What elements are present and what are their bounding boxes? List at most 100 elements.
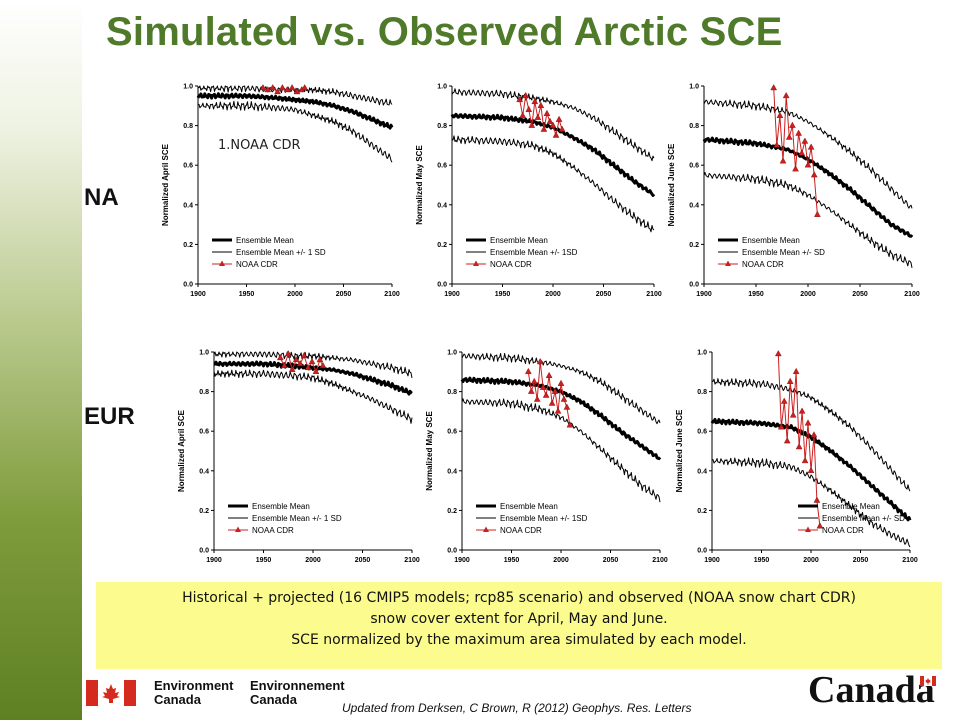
legend-label: Ensemble Mean (742, 236, 800, 245)
y-tick-label: 0.2 (199, 508, 209, 515)
observed-point (539, 383, 547, 390)
observed-point (555, 115, 563, 122)
y-tick-label: 0.0 (199, 548, 209, 555)
x-tick-label: 2100 (646, 291, 662, 298)
x-tick-label: 2050 (853, 557, 869, 564)
x-tick-label: 2100 (384, 291, 400, 298)
x-tick-label: 2100 (904, 291, 920, 298)
observed-point (563, 403, 571, 410)
observed-point (786, 377, 794, 384)
y-tick-label: 1.0 (183, 84, 193, 91)
observed-point (792, 165, 799, 172)
x-tick-label: 2100 (404, 557, 420, 564)
series-line-upper (451, 88, 655, 162)
y-tick-label: 0.2 (437, 242, 447, 249)
x-tick-label: 1950 (504, 557, 520, 564)
agency-name-fr: Environnement Canada (250, 679, 345, 707)
y-tick-label: 0.2 (447, 508, 457, 515)
x-tick-label: 2050 (603, 557, 619, 564)
y-tick-label: 0.4 (183, 202, 193, 209)
series-line-observed (777, 353, 821, 527)
x-tick-label: 2050 (336, 291, 352, 298)
agency-name-en: Environment Canada (154, 679, 233, 707)
y-tick-label: 0.0 (697, 548, 707, 555)
legend-label: Ensemble Mean (236, 236, 294, 245)
y-tick-label: 0.8 (199, 389, 209, 396)
observed-point (807, 143, 815, 150)
observed-point (557, 379, 565, 386)
legend-label: Ensemble Mean (500, 502, 558, 511)
x-tick-label: 2100 (902, 557, 918, 564)
y-axis-label: Normalized May SCE (425, 411, 434, 491)
caption-line-3: SCE normalized by the maximum area simul… (291, 632, 747, 648)
observed-point (542, 391, 550, 398)
y-tick-label: 1.0 (689, 84, 699, 91)
observed-point (776, 111, 784, 118)
chart-eur-april: 0.0 0.2 0.4 0.6 0.8 1.0 1900 1950 2000 2050 2100 No… (170, 344, 420, 574)
legend-label: Ensemble Mean +/- SD (822, 514, 905, 523)
observed-point (284, 350, 292, 357)
y-tick-label: 0.4 (447, 468, 457, 475)
observed-point (543, 109, 551, 116)
observed-point (779, 157, 787, 164)
observed-point (782, 91, 790, 99)
y-tick-label: 0.0 (689, 282, 699, 289)
y-tick-label: 1.0 (199, 350, 209, 357)
y-tick-label: 0.0 (447, 548, 457, 555)
legend-label: Ensemble Mean (252, 502, 310, 511)
legend-marker (235, 526, 241, 532)
observed-point (531, 97, 539, 105)
legend-marker (483, 526, 489, 532)
x-tick-label: 1950 (256, 557, 272, 564)
observed-point (774, 350, 782, 357)
y-tick-label: 1.0 (447, 350, 457, 357)
observed-point (316, 356, 324, 363)
observed-point (304, 363, 312, 371)
observed-point (288, 84, 296, 91)
observed-point (288, 365, 296, 373)
x-tick-label: 1900 (696, 291, 712, 298)
y-tick-label: 0.6 (689, 163, 699, 170)
agency-fr-line-1: Environnement (250, 678, 345, 693)
observed-point (516, 95, 524, 103)
slide-title: Simulated vs. Observed Arctic SCE (106, 10, 783, 54)
observed-point (534, 113, 542, 120)
x-tick-label: 2000 (803, 557, 819, 564)
observed-point (269, 84, 277, 91)
x-tick-label: 2050 (355, 557, 371, 564)
region-label-eur: EUR (84, 403, 135, 430)
y-tick-label: 0.8 (437, 123, 447, 130)
observed-point (533, 395, 541, 402)
y-tick-label: 0.4 (689, 202, 699, 209)
observed-point (536, 357, 544, 365)
x-tick-label: 2000 (800, 291, 816, 298)
y-axis-label: Normalized April SCE (161, 143, 170, 226)
agency-en-line-1: Environment (154, 678, 234, 693)
legend-label: NOAA CDR (490, 260, 532, 269)
observed-point (792, 367, 800, 374)
observed-point (552, 131, 560, 138)
agency-en-line-2: Canada (154, 692, 201, 707)
observed-point (554, 407, 562, 414)
x-tick-label: 2000 (305, 557, 321, 564)
chart-annotation-noaa: 1.NOAA CDR (212, 136, 307, 155)
region-label-na: NA (84, 184, 119, 211)
series-line-lower (461, 398, 661, 503)
y-tick-label: 0.6 (199, 429, 209, 436)
series-line-mean (460, 376, 662, 461)
legend-label: Ensemble Mean (490, 236, 548, 245)
legend-label: Ensemble Mean (822, 502, 880, 511)
legend-label: NOAA CDR (236, 260, 278, 269)
observed-point (296, 359, 304, 367)
x-tick-label: 1950 (495, 291, 511, 298)
legend-marker (805, 526, 811, 532)
y-axis-label: Normalized May SCE (415, 145, 424, 225)
observed-point (804, 161, 812, 168)
observed-point (785, 133, 793, 140)
observed-point (548, 399, 556, 406)
series-line-mean (710, 418, 912, 522)
legend-label: Ensemble Mean +/- 1SD (500, 514, 588, 523)
observed-point (545, 371, 553, 378)
x-tick-label: 1950 (748, 291, 764, 298)
legend-marker (473, 260, 479, 266)
